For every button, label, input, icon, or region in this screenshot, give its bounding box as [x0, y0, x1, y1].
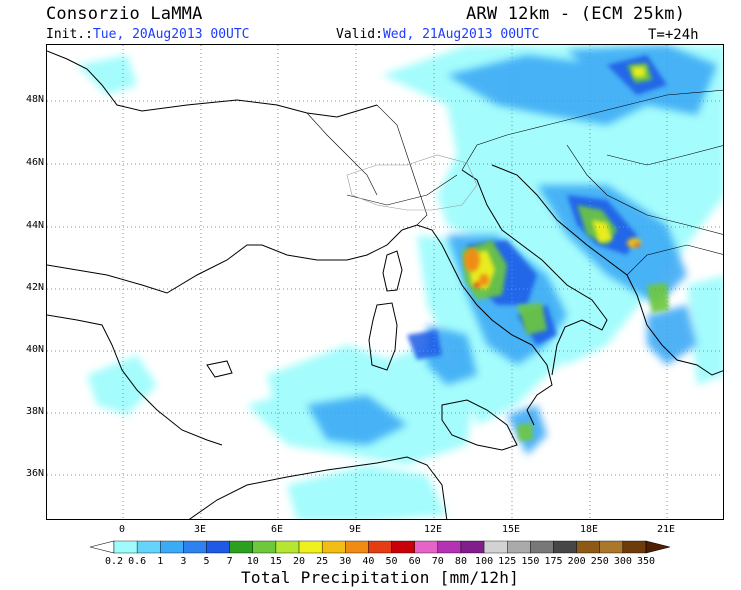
colorbar-swatch: [576, 540, 600, 554]
biscay-coast: [47, 229, 403, 294]
lon-label: 12E: [423, 524, 443, 535]
colorbar-level-label: 20: [293, 556, 306, 567]
colorbar-min-arrow: [90, 540, 115, 554]
balearics: [206, 360, 233, 378]
valid-label: Valid:: [336, 27, 383, 42]
colorbar-swatch: [530, 540, 554, 554]
colorbar-level-label: 70: [431, 556, 444, 567]
lat-label: 44N: [25, 220, 44, 231]
colorbar-level-label: 125: [498, 556, 517, 567]
colorbar-swatch: [345, 540, 369, 554]
init-value: Tue, 20Aug2013 00UTC: [92, 27, 250, 42]
africa-coast: [188, 456, 448, 519]
colorbar-level-label: 1: [157, 556, 164, 567]
adriatic-italy-coast: [461, 169, 608, 376]
lon-label: 15E: [501, 524, 521, 535]
colorbar: [90, 540, 670, 554]
colorbar-swatch: [460, 540, 485, 554]
precip-core: [464, 238, 641, 288]
liguria-tuscany-coast: [401, 224, 553, 426]
colorbar-swatch: [599, 540, 624, 554]
colorbar-level-label: 300: [613, 556, 632, 567]
valid-value: Wed, 21Aug2013 00UTC: [382, 27, 540, 42]
model-title: ARW 12km - (ECM 25km): [466, 4, 686, 24]
colorbar-level-label: 100: [475, 556, 494, 567]
colorbar-level-label: 350: [636, 556, 656, 567]
colorbar-swatch: [229, 540, 253, 554]
map-canvas: [47, 45, 723, 519]
colorbar-swatch: [483, 540, 508, 554]
colorbar-swatch: [622, 540, 647, 554]
colorbar-swatch: [553, 540, 577, 554]
colorbar-title: Total Precipitation [mm/12h]: [241, 568, 520, 587]
colorbar-level-label: 200: [567, 556, 586, 567]
lon-label: 3E: [193, 524, 207, 535]
sicily: [441, 399, 518, 451]
colorbar-swatch: [368, 540, 392, 554]
colorbar-level-label: 60: [408, 556, 421, 567]
lat-label: 40N: [25, 344, 44, 355]
lat-label: 36N: [25, 468, 44, 479]
colorbar-level-label: 0.6: [128, 556, 147, 567]
init-label: Init.:: [46, 27, 93, 42]
colorbar-level-label: 175: [544, 556, 563, 567]
colorbar-level-label: 80: [454, 556, 467, 567]
lat-label: 46N: [25, 157, 44, 168]
colorbar-swatch: [183, 540, 207, 554]
colorbar-level-label: 7: [226, 556, 233, 567]
precipitation-field: [77, 45, 723, 519]
colorbar-level-label: 25: [316, 556, 329, 567]
colorbar-swatch: [113, 540, 138, 554]
lat-label: 38N: [25, 406, 44, 417]
colorbar-level-label: 150: [521, 556, 540, 567]
france-coast: [47, 50, 378, 118]
country-borders: [306, 89, 723, 276]
lon-label: 0: [118, 524, 126, 535]
colorbar-swatch: [136, 540, 161, 554]
colorbar-level-label: 250: [590, 556, 609, 567]
colorbar-swatch: [507, 540, 531, 554]
colorbar-swatch: [391, 540, 415, 554]
colorbar-swatch: [298, 540, 323, 554]
colorbar-level-label: 5: [203, 556, 210, 567]
corsica: [382, 250, 403, 292]
lon-label: 18E: [579, 524, 599, 535]
colorbar-level-label: 30: [339, 556, 352, 567]
colorbar-level-label: 10: [246, 556, 259, 567]
balkan-coast: [491, 164, 723, 376]
colorbar-level-label: 15: [269, 556, 282, 567]
colorbar-swatch: [206, 540, 230, 554]
coastlines: [47, 50, 723, 519]
lead-time: T=+24h: [648, 27, 699, 43]
lat-label: 42N: [25, 282, 44, 293]
source-title: Consorzio LaMMA: [46, 4, 203, 24]
colorbar-level-label: 50: [385, 556, 398, 567]
colorbar-level-label: 40: [362, 556, 375, 567]
colorbar-swatch: [414, 540, 439, 554]
colorbar-swatch: [437, 540, 462, 554]
swiss-border: [346, 154, 478, 211]
spain-coast: [47, 314, 223, 446]
colorbar-max-arrow: [645, 540, 670, 554]
colorbar-swatch: [321, 540, 346, 554]
lat-label: 48N: [25, 94, 44, 105]
valid-time: Valid:Wed, 21Aug2013 00UTC: [336, 27, 540, 42]
colorbar-level-label: 0.2: [104, 556, 124, 567]
init-time: Init.:Tue, 20Aug2013 00UTC: [46, 27, 250, 42]
precipitation-map: [46, 44, 724, 520]
colorbar-swatch: [160, 540, 184, 554]
lon-label: 6E: [270, 524, 284, 535]
colorbar-swatch: [275, 540, 300, 554]
sardinia: [368, 302, 398, 371]
lon-label: 21E: [656, 524, 676, 535]
lon-label: 9E: [348, 524, 362, 535]
colorbar-level-label: 3: [180, 556, 187, 567]
colorbar-swatch: [252, 540, 277, 554]
